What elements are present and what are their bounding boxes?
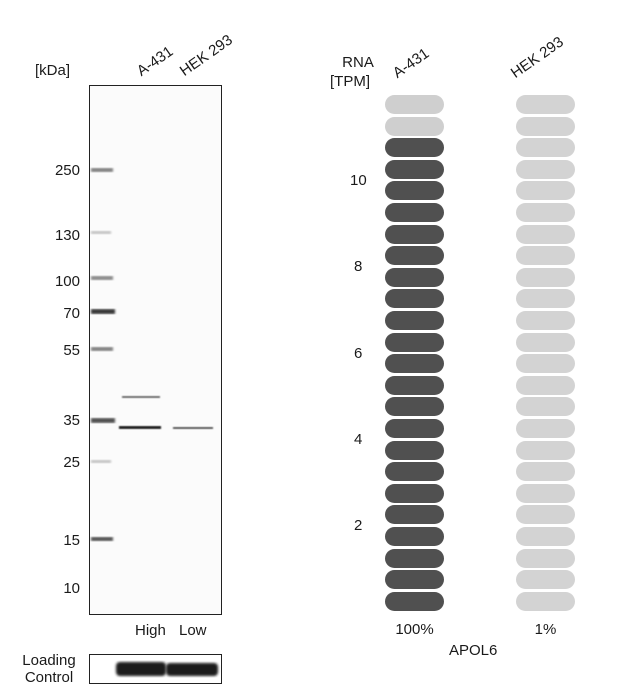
rna-segment <box>516 419 575 438</box>
rna-segment <box>516 548 575 568</box>
rna-segment <box>385 548 444 568</box>
rna-tick-6: 6 <box>354 345 363 362</box>
rna-segment <box>385 203 444 222</box>
rna-column-a431 <box>385 95 444 611</box>
gene-name: APOL6 <box>449 642 498 659</box>
rna-segment <box>516 224 575 244</box>
rna-segment <box>385 505 444 525</box>
rna-segment <box>385 95 444 114</box>
rna-column-hek293 <box>516 95 575 611</box>
rna-segment <box>385 419 444 438</box>
lane-label-a431: A-431 <box>133 42 177 80</box>
blot-bands <box>91 168 213 541</box>
marker-130: 130 <box>54 227 80 244</box>
rna-percent-a431: 100% <box>395 621 434 638</box>
rna-segment <box>516 462 575 482</box>
rna-segment <box>385 570 444 590</box>
rna-segment <box>516 332 575 352</box>
rna-tick-4: 4 <box>354 431 363 448</box>
rna-segment <box>516 289 575 309</box>
rna-tick-8: 8 <box>354 258 363 275</box>
kda-unit-label: [kDa] <box>35 62 71 79</box>
loading-control-image <box>89 654 222 684</box>
rna-segment <box>516 375 575 395</box>
rna-axis-title-line2: [TPM] <box>330 73 370 90</box>
marker-55: 55 <box>63 342 80 359</box>
rna-segment <box>385 181 444 201</box>
rna-tick-10: 10 <box>350 172 367 189</box>
marker-70: 70 <box>63 305 80 322</box>
rna-segment <box>516 203 575 222</box>
loading-label-high: High <box>135 622 166 639</box>
rna-segment <box>385 462 444 482</box>
western-blot-image <box>89 85 222 615</box>
marker-15: 15 <box>63 532 80 549</box>
rna-segment <box>385 311 444 330</box>
rna-segment <box>516 246 575 266</box>
rna-segment <box>385 289 444 309</box>
rna-segment <box>385 591 444 611</box>
rna-column-label-a431: A-431 <box>389 44 433 82</box>
rna-segment <box>516 267 575 287</box>
rna-segment <box>385 138 444 158</box>
rna-segment <box>385 224 444 244</box>
rna-segment <box>385 375 444 395</box>
rna-segment <box>516 181 575 201</box>
rna-segment <box>516 527 575 546</box>
rna-segment <box>516 354 575 374</box>
rna-segment <box>385 246 444 266</box>
rna-segment <box>516 440 575 460</box>
rna-segment <box>516 591 575 611</box>
rna-segment <box>516 116 575 136</box>
rna-segment <box>516 570 575 590</box>
rna-percent-hek293: 1% <box>534 621 557 638</box>
loading-control-title-line2: Control <box>24 669 74 686</box>
rna-segment <box>516 397 575 417</box>
loading-label-low: Low <box>179 622 207 639</box>
rna-segment <box>516 311 575 330</box>
rna-axis-title-line1: RNA <box>342 54 374 71</box>
rna-segment <box>516 159 575 179</box>
rna-segment <box>385 116 444 136</box>
rna-segment <box>385 332 444 352</box>
marker-35: 35 <box>63 412 80 429</box>
marker-100: 100 <box>54 273 80 290</box>
rna-segment <box>385 267 444 287</box>
loading-control-bands <box>116 662 218 676</box>
marker-10: 10 <box>63 580 80 597</box>
marker-250: 250 <box>54 162 80 179</box>
lane-label-hek293: HEK 293 <box>176 31 236 80</box>
rna-segment <box>385 527 444 546</box>
rna-segment <box>385 354 444 374</box>
marker-25: 25 <box>63 454 80 471</box>
rna-segment <box>516 505 575 525</box>
rna-segment <box>385 159 444 179</box>
rna-segment <box>516 138 575 158</box>
rna-segment <box>516 483 575 503</box>
rna-segment <box>385 483 444 503</box>
rna-segment <box>516 95 575 114</box>
rna-column-label-hek293: HEK 293 <box>507 33 567 82</box>
rna-segment <box>385 440 444 460</box>
rna-tick-2: 2 <box>354 517 363 534</box>
rna-segment <box>385 397 444 417</box>
loading-control-title-line1: Loading <box>22 652 76 669</box>
